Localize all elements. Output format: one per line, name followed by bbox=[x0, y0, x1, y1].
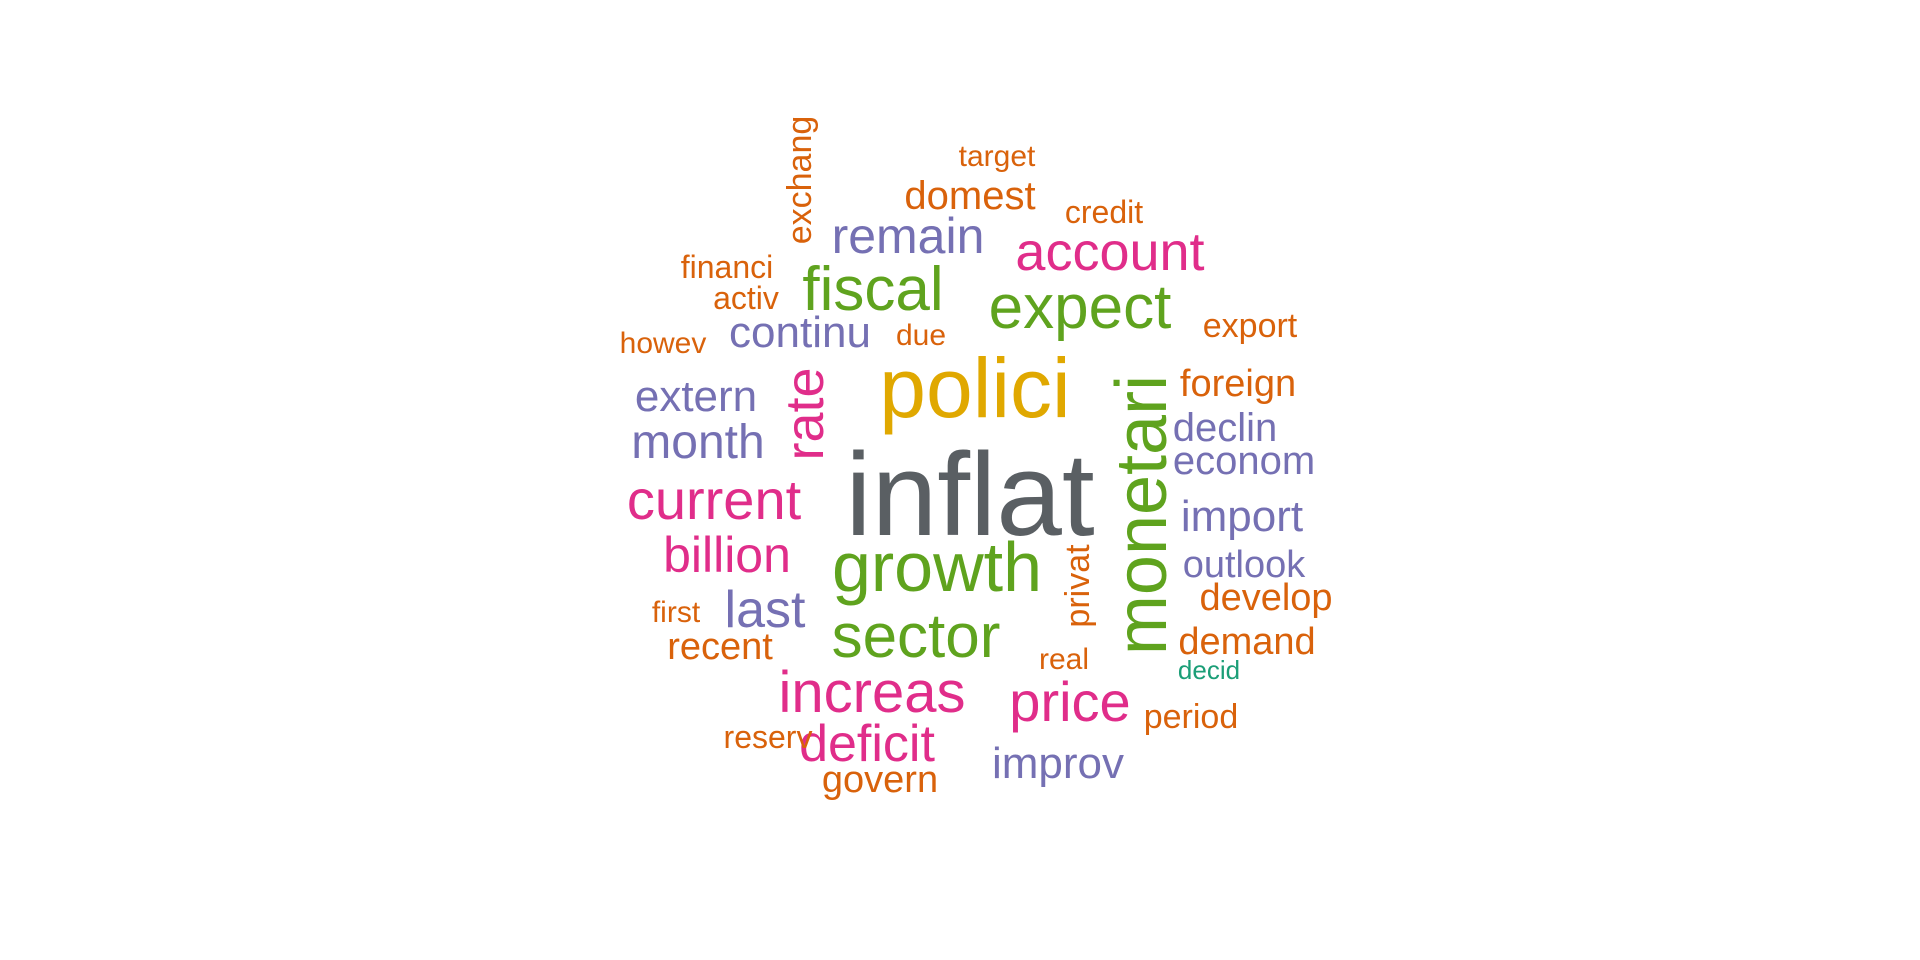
word-activ: activ bbox=[713, 280, 779, 316]
word-declin: declin bbox=[1172, 406, 1278, 450]
word-polici: polici bbox=[879, 341, 1071, 435]
word-rate: rate bbox=[775, 367, 835, 461]
word-inflat: inflat bbox=[845, 429, 1095, 561]
word-remain: remain bbox=[831, 208, 985, 264]
word-due: due bbox=[895, 319, 947, 352]
word-outlook: outlook bbox=[1182, 544, 1306, 586]
word-govern: govern bbox=[821, 759, 939, 801]
word-growth: growth bbox=[831, 528, 1043, 606]
word-current: current bbox=[626, 468, 802, 531]
word-account: account bbox=[1015, 222, 1205, 282]
word-howev: howev bbox=[619, 327, 707, 360]
word-sector: sector bbox=[831, 602, 1001, 671]
word-credit: credit bbox=[1064, 194, 1144, 230]
word-import: import bbox=[1180, 492, 1304, 541]
word-decid: decid bbox=[1177, 655, 1241, 685]
word-domest: domest bbox=[904, 174, 1036, 218]
word-last: last bbox=[724, 581, 806, 639]
word-econom: econom bbox=[1172, 439, 1316, 483]
word-target: target bbox=[958, 140, 1036, 173]
word-develop: develop bbox=[1199, 577, 1333, 619]
word-month: month bbox=[631, 416, 765, 469]
word-financi: financi bbox=[680, 249, 774, 285]
word-first: first bbox=[651, 596, 701, 629]
word-deficit: deficit bbox=[799, 715, 935, 773]
word-period: period bbox=[1143, 698, 1239, 736]
word-fiscal: fiscal bbox=[802, 255, 944, 324]
word-recent: recent bbox=[667, 626, 773, 668]
word-expect: expect bbox=[988, 273, 1172, 342]
word-privat: privat bbox=[1059, 544, 1097, 628]
word-demand: demand bbox=[1178, 621, 1316, 663]
word-export: export bbox=[1202, 307, 1298, 345]
word-continu: continu bbox=[729, 308, 871, 357]
word-reserv: reserv bbox=[723, 719, 813, 755]
word-extern: extern bbox=[634, 372, 758, 421]
word-price: price bbox=[1009, 670, 1131, 733]
word-foreign: foreign bbox=[1179, 363, 1297, 405]
word-monetari: monetari bbox=[1102, 374, 1182, 656]
word-billion: billion bbox=[663, 527, 791, 583]
word-improv: improv bbox=[991, 739, 1125, 788]
word-real: real bbox=[1038, 643, 1090, 676]
word-increas: increas bbox=[778, 660, 966, 725]
word-exchang: exchang bbox=[781, 115, 819, 245]
